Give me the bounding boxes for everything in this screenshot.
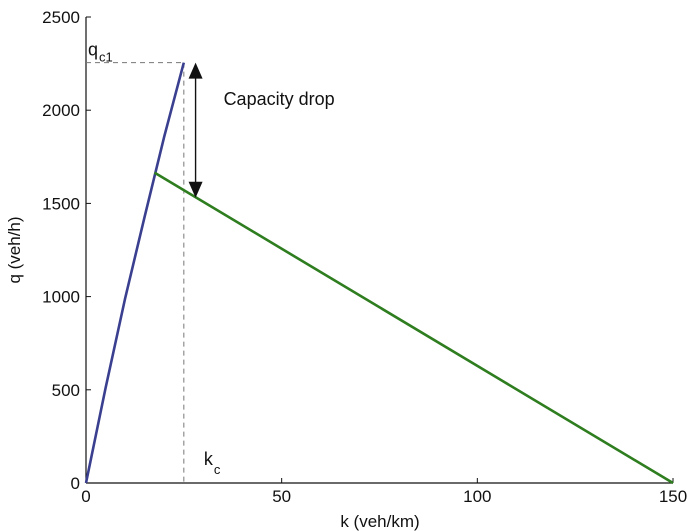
y-tick-label: 1000: [42, 288, 80, 307]
qc1-subscript: c1: [99, 50, 113, 65]
y-axis-ticks: 0 500 1000 1500 2000 2500: [42, 8, 91, 493]
y-tick-label: 1500: [42, 194, 80, 213]
x-axis-label: k (veh/km): [340, 512, 419, 531]
reference-lines: q c1 kc: [86, 40, 221, 483]
plot-frame: [85, 17, 673, 484]
qc1-label: q: [88, 40, 98, 60]
x-tick-label: 150: [659, 487, 687, 506]
annotation-layer: Capacity drop: [188, 62, 335, 198]
y-tick-label: 0: [71, 474, 80, 493]
series-line-1: [84, 62, 186, 484]
y-tick-label: 2500: [42, 8, 80, 27]
capacity-drop-arrowhead-up: [188, 62, 203, 79]
y-axis-label: q (veh/h): [5, 216, 24, 283]
x-tick-label: 100: [463, 487, 491, 506]
x-tick-label: 50: [272, 487, 291, 506]
series-layer: [84, 62, 674, 485]
y-tick-label: 2000: [42, 101, 80, 120]
capacity-drop-label: Capacity drop: [224, 89, 335, 109]
x-tick-label: 0: [81, 487, 90, 506]
x-axis-ticks: 0 50 100 150: [81, 478, 687, 506]
series-line-2: [153, 171, 674, 485]
y-tick-label: 500: [52, 381, 80, 400]
kc-label: k: [204, 449, 214, 469]
kc-subscript: c: [214, 462, 221, 477]
capacity-drop-arrowhead-down: [188, 181, 203, 198]
